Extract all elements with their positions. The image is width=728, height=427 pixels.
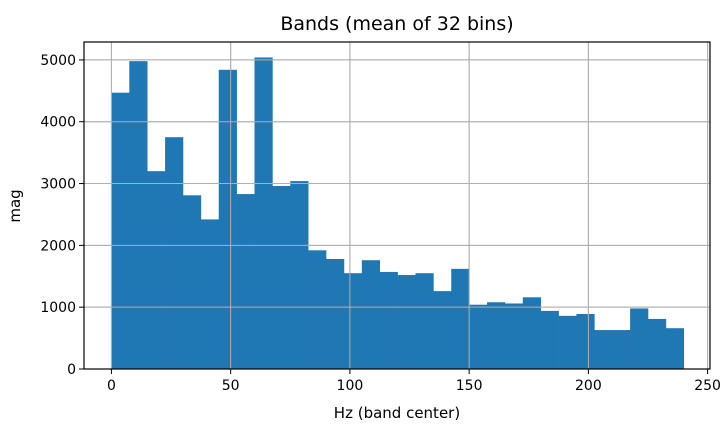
bar: [272, 186, 291, 369]
bar: [218, 69, 237, 369]
bar: [361, 260, 381, 369]
bar: [612, 330, 631, 369]
bar: [379, 271, 398, 369]
bar: [415, 273, 434, 369]
bar: [290, 181, 309, 369]
y-axis-label: mag: [6, 189, 24, 222]
y-tick-label: 1000: [40, 300, 76, 316]
y-tick-label: 5000: [40, 53, 76, 69]
bar: [469, 304, 488, 369]
bar: [308, 250, 327, 369]
x-tick-label: 0: [107, 378, 116, 394]
y-tick-label: 0: [67, 362, 76, 378]
x-tick-label: 150: [456, 378, 483, 394]
bar: [647, 318, 667, 369]
bar: [540, 310, 559, 369]
x-axis-ticks: 0 50 100 150 200 250: [107, 369, 721, 394]
bar: [558, 315, 577, 369]
y-tick-label: 3000: [40, 177, 76, 193]
plot-frame: [83, 41, 711, 370]
bar: [433, 291, 452, 369]
bar: [200, 219, 220, 369]
bar: [576, 313, 595, 369]
bar: [326, 258, 345, 369]
bar: [147, 171, 166, 369]
y-tick-label: 2000: [40, 238, 76, 254]
bars: [111, 57, 685, 370]
bar: [111, 92, 130, 370]
bar: [129, 61, 148, 370]
bar: [182, 195, 202, 369]
chart-title: Bands (mean of 32 bins): [280, 13, 513, 35]
bar: [522, 297, 541, 369]
x-tick-label: 100: [337, 378, 364, 394]
bar: [165, 137, 184, 369]
bar: [236, 194, 255, 369]
bar: [343, 273, 363, 369]
bar: [487, 302, 506, 369]
bar: [594, 330, 613, 369]
x-axis-label: Hz (band center): [334, 404, 460, 422]
bar: [451, 268, 470, 369]
bar: [665, 328, 685, 369]
y-tick-label: 4000: [40, 115, 76, 131]
bar: [397, 275, 416, 369]
x-tick-label: 50: [222, 378, 240, 394]
bar: [254, 57, 273, 370]
x-tick-label: 250: [694, 378, 721, 394]
x-tick-label: 200: [575, 378, 602, 394]
bar: [630, 308, 649, 369]
bar: [504, 303, 524, 369]
y-axis-ticks: 0 1000 2000 3000 4000 5000: [40, 53, 84, 378]
